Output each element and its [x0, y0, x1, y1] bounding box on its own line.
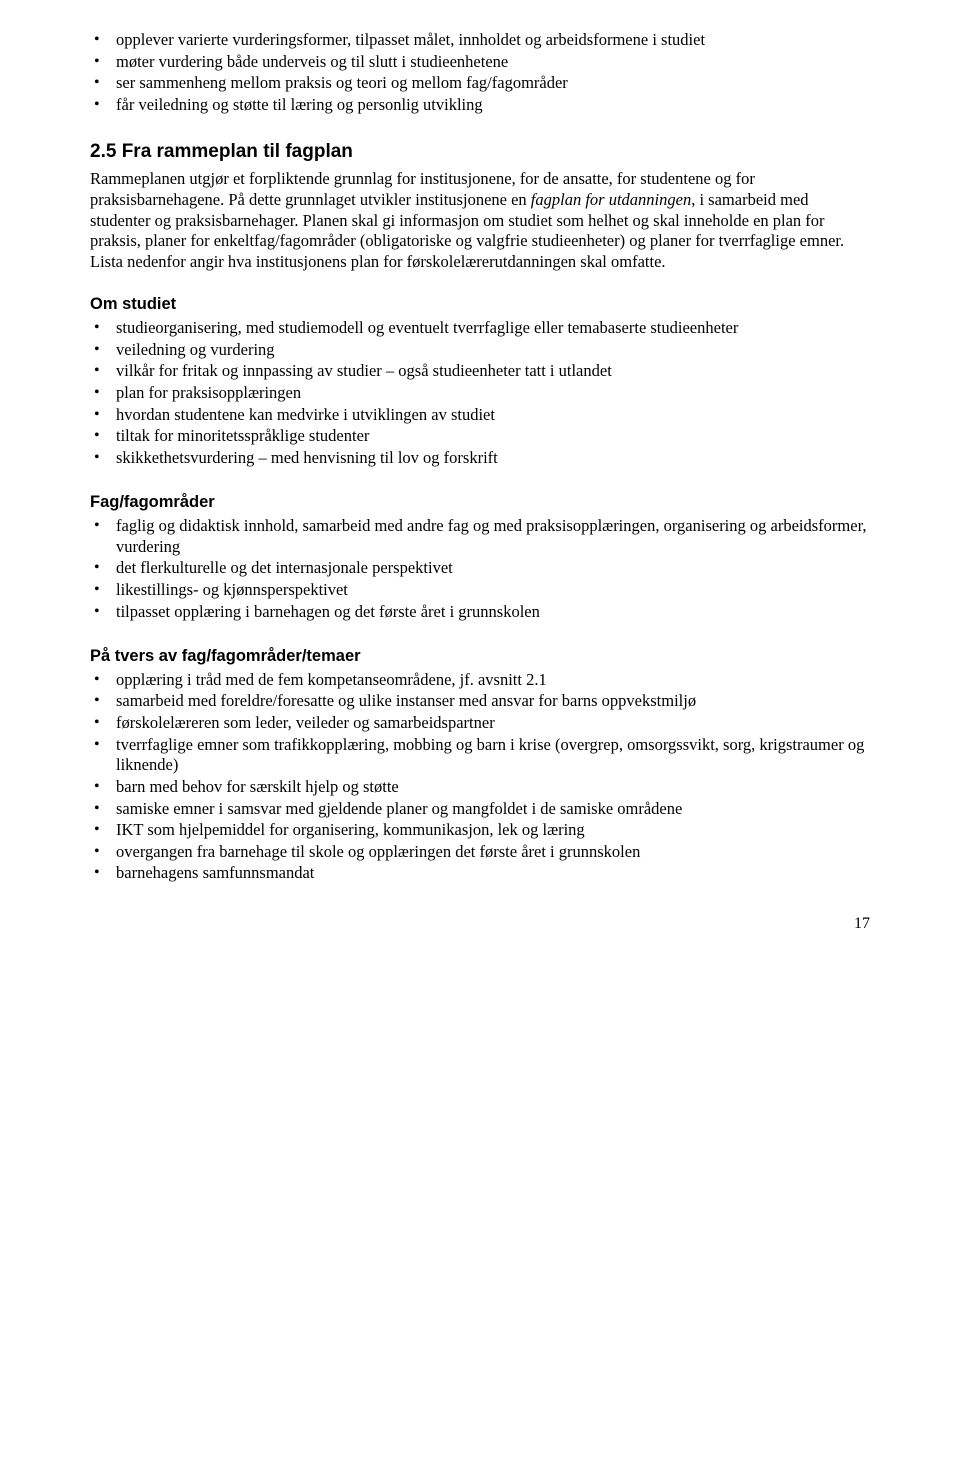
para-italic: fagplan for utdanningen [531, 190, 691, 209]
list-item: skikkethetsvurdering – med henvisning ti… [90, 448, 870, 469]
page-number: 17 [90, 914, 870, 934]
list-item: barn med behov for særskilt hjelp og stø… [90, 777, 870, 798]
list-item: det flerkulturelle og det internasjonale… [90, 558, 870, 579]
list-item: studieorganisering, med studiemodell og … [90, 318, 870, 339]
list-item: får veiledning og støtte til læring og p… [90, 95, 870, 116]
list-item: opplæring i tråd med de fem kompetanseom… [90, 670, 870, 691]
subheading-pa-tvers: På tvers av fag/fagområder/temaer [90, 646, 870, 667]
list-item: tilpasset opplæring i barnehagen og det … [90, 602, 870, 623]
intro-list: opplever varierte vurderingsformer, tilp… [90, 30, 870, 116]
list-item: likestillings- og kjønnsperspektivet [90, 580, 870, 601]
list-item: overgangen fra barnehage til skole og op… [90, 842, 870, 863]
list-item: faglig og didaktisk innhold, samarbeid m… [90, 516, 870, 557]
subheading-om-studiet: Om studiet [90, 294, 870, 315]
fag-fagomrader-list: faglig og didaktisk innhold, samarbeid m… [90, 516, 870, 622]
list-item: ser sammenheng mellom praksis og teori o… [90, 73, 870, 94]
list-item: samiske emner i samsvar med gjeldende pl… [90, 799, 870, 820]
list-item: IKT som hjelpemiddel for organisering, k… [90, 820, 870, 841]
section-heading-2-5: 2.5 Fra rammeplan til fagplan [90, 140, 870, 164]
list-item: tverrfaglige emner som trafikkopplæring,… [90, 735, 870, 776]
list-item: veiledning og vurdering [90, 340, 870, 361]
list-item: opplever varierte vurderingsformer, tilp… [90, 30, 870, 51]
om-studiet-list: studieorganisering, med studiemodell og … [90, 318, 870, 468]
list-item: møter vurdering både underveis og til sl… [90, 52, 870, 73]
list-item: samarbeid med foreldre/foresatte og ulik… [90, 691, 870, 712]
list-item: tiltak for minoritetsspråklige studenter [90, 426, 870, 447]
list-item: førskolelæreren som leder, veileder og s… [90, 713, 870, 734]
subheading-fag-fagomrader: Fag/fagområder [90, 492, 870, 513]
list-item: vilkår for fritak og innpassing av studi… [90, 361, 870, 382]
section-2-5-paragraph: Rammeplanen utgjør et forpliktende grunn… [90, 169, 870, 272]
list-item: plan for praksisopplæringen [90, 383, 870, 404]
list-item: hvordan studentene kan medvirke i utvikl… [90, 405, 870, 426]
pa-tvers-list: opplæring i tråd med de fem kompetanseom… [90, 670, 870, 884]
list-item: barnehagens samfunnsmandat [90, 863, 870, 884]
